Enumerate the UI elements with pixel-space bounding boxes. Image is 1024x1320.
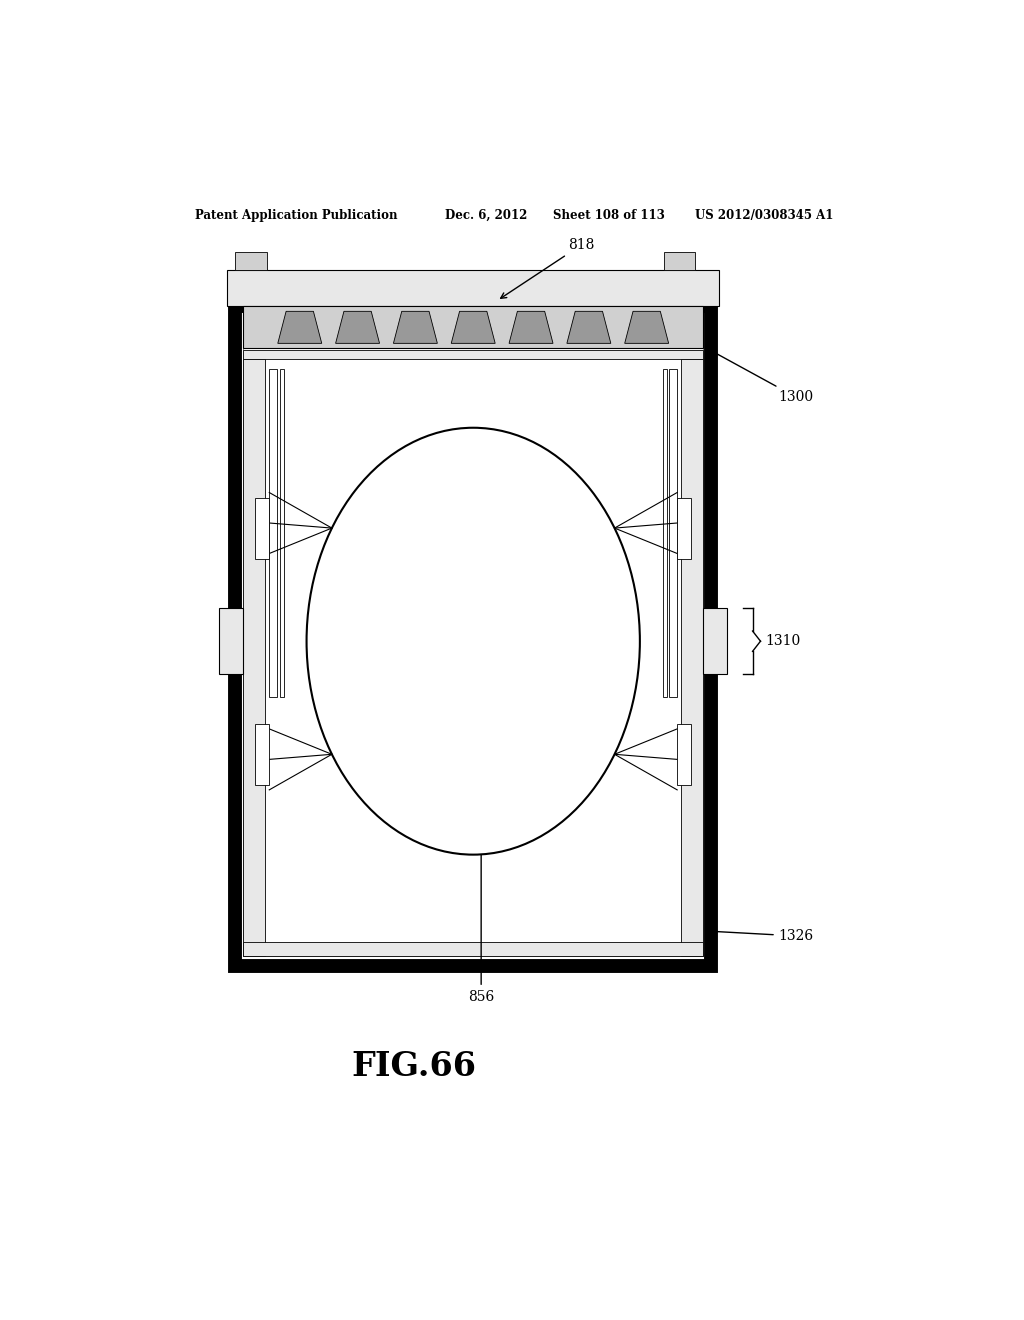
- Bar: [280, 368, 284, 697]
- Polygon shape: [567, 312, 611, 343]
- Polygon shape: [509, 312, 553, 343]
- Bar: [677, 498, 691, 558]
- Text: Patent Application Publication: Patent Application Publication: [196, 209, 398, 222]
- Circle shape: [306, 428, 640, 854]
- Text: Dec. 6, 2012: Dec. 6, 2012: [445, 209, 527, 222]
- Bar: [236, 306, 712, 966]
- Bar: [227, 271, 719, 306]
- Polygon shape: [452, 312, 496, 343]
- Text: 856: 856: [468, 818, 495, 1005]
- Text: FIG.66: FIG.66: [351, 1049, 476, 1082]
- Text: 1326: 1326: [708, 929, 814, 942]
- Bar: [255, 723, 269, 785]
- Text: US 2012/0308345 A1: US 2012/0308345 A1: [695, 209, 834, 222]
- Bar: [243, 351, 703, 359]
- Text: Sheet 108 of 113: Sheet 108 of 113: [553, 209, 665, 222]
- Bar: [243, 315, 703, 956]
- Bar: [236, 252, 267, 271]
- Text: 1310: 1310: [765, 634, 801, 648]
- Bar: [703, 609, 727, 675]
- Bar: [681, 359, 703, 956]
- Bar: [243, 942, 703, 956]
- Bar: [663, 368, 667, 697]
- Bar: [670, 368, 677, 697]
- Bar: [243, 306, 703, 348]
- Bar: [677, 723, 691, 785]
- Bar: [269, 368, 278, 697]
- Polygon shape: [278, 312, 322, 343]
- Bar: [243, 359, 265, 956]
- Bar: [664, 252, 695, 271]
- Polygon shape: [625, 312, 669, 343]
- Polygon shape: [336, 312, 380, 343]
- Bar: [255, 498, 269, 558]
- Polygon shape: [393, 312, 437, 343]
- Text: 1300: 1300: [708, 348, 814, 404]
- Bar: [219, 609, 243, 675]
- Text: 818: 818: [501, 238, 595, 298]
